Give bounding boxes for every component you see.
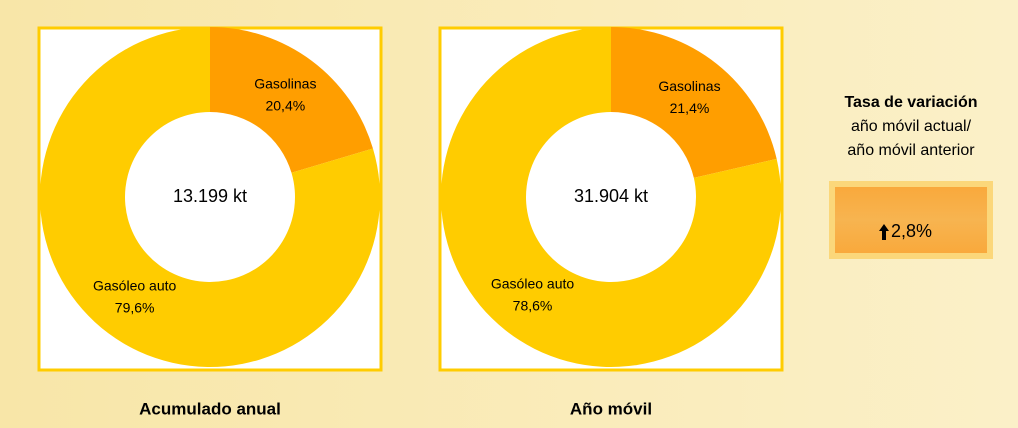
chart-title: Año móvil	[570, 399, 652, 418]
slice-label: Gasolinas	[658, 78, 720, 94]
slice-value: 20,4%	[265, 98, 305, 114]
slice-label: Gasóleo auto	[93, 278, 176, 294]
slice-label: Gasolinas	[254, 76, 316, 92]
slice-value: 78,6%	[513, 297, 553, 313]
variation-line: año móvil anterior	[847, 142, 975, 159]
up-arrow	[879, 224, 889, 240]
variation-box	[835, 187, 987, 253]
donut-slice	[210, 27, 373, 173]
variation-value: 2,8%	[891, 221, 932, 241]
variation-line: año móvil actual/	[851, 118, 972, 135]
center-label: 31.904 kt	[574, 186, 648, 206]
slice-value: 21,4%	[670, 100, 710, 116]
donut-slice	[39, 27, 380, 367]
donut-slice	[440, 27, 781, 367]
slice-value: 79,6%	[115, 300, 155, 316]
center-label: 13.199 kt	[173, 186, 247, 206]
chart-title: Acumulado anual	[139, 399, 281, 418]
slice-label: Gasóleo auto	[491, 275, 574, 291]
variation-title: Tasa de variación	[844, 94, 977, 111]
donut-slice	[611, 27, 777, 178]
